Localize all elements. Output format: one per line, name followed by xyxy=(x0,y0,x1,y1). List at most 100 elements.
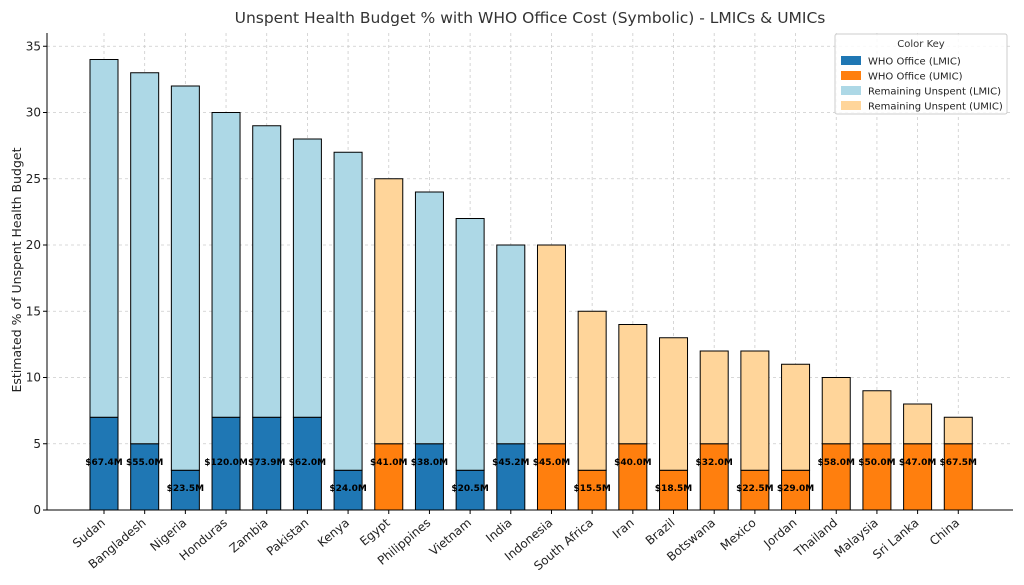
legend-label: WHO Office (UMIC) xyxy=(868,72,963,83)
bar-who-office xyxy=(536,443,566,511)
bar-who-office xyxy=(781,469,811,511)
bar-remaining-unspent xyxy=(292,138,322,418)
x-tick-label: Iran xyxy=(610,516,637,542)
axis-layer: 0 5 10 15 20 25 30 35 xyxy=(26,33,1013,517)
x-tick-label: Sudan xyxy=(70,516,108,551)
bar-who-office xyxy=(659,469,689,511)
bar-who-office xyxy=(170,469,200,511)
bar-remaining-unspent xyxy=(252,125,282,418)
data-label: $24.0M xyxy=(329,484,366,494)
bar-remaining-unspent xyxy=(903,403,933,445)
legend-swatch xyxy=(841,101,861,110)
x-tick-label: India xyxy=(483,516,515,546)
data-label: $41.0M xyxy=(370,458,407,468)
legend-swatch xyxy=(841,86,861,95)
data-label: $47.0M xyxy=(899,458,936,468)
bar-who-office xyxy=(211,416,241,511)
data-label: $55.0M xyxy=(126,458,163,468)
bar-who-office xyxy=(374,443,404,511)
bar-remaining-unspent xyxy=(455,218,485,471)
x-tick-label: Brazil xyxy=(643,516,678,548)
data-label: $18.5M xyxy=(655,484,692,494)
bar-remaining-unspent xyxy=(374,178,404,445)
y-tick-label: 0 xyxy=(33,503,41,517)
bar-remaining-unspent xyxy=(862,390,892,445)
data-label: $22.5M xyxy=(736,484,773,494)
bar-remaining-unspent xyxy=(211,112,241,418)
legend-label: Remaining Unspent (LMIC) xyxy=(868,87,1001,98)
bar-remaining-unspent xyxy=(781,363,811,471)
bar-remaining-unspent xyxy=(536,244,566,445)
data-label: $38.0M xyxy=(411,458,448,468)
y-axis-label: Estimated % of Unspent Health Budget xyxy=(9,147,24,392)
y-tick-label: 10 xyxy=(26,371,41,385)
legend-frame xyxy=(834,33,1008,115)
bar-who-office xyxy=(943,443,973,511)
x-tick-label: China xyxy=(927,516,962,549)
bar-who-office xyxy=(130,443,160,511)
data-label: $23.5M xyxy=(167,484,204,494)
bar-who-office xyxy=(496,443,526,511)
data-label: $45.0M xyxy=(533,458,570,468)
bar-who-office xyxy=(252,416,282,511)
y-tick-label: 30 xyxy=(26,106,41,120)
bar-remaining-unspent xyxy=(740,350,770,471)
data-label: $15.5M xyxy=(573,484,610,494)
x-tick-label: Kenya xyxy=(315,516,352,550)
data-label: $45.2M xyxy=(492,458,529,468)
bar-remaining-unspent xyxy=(943,416,973,445)
data-label: $50.0M xyxy=(858,458,895,468)
x-tick-label: Sri Lanka xyxy=(870,516,921,562)
bar-who-office xyxy=(577,469,607,511)
bar-who-office xyxy=(455,469,485,511)
x-tick-label: Pakistan xyxy=(264,516,311,559)
bar-remaining-unspent xyxy=(414,191,444,445)
legend: Color Key WHO Office (LMIC) WHO Office (U… xyxy=(834,33,1008,115)
data-label: $67.5M xyxy=(940,458,977,468)
bar-remaining-unspent xyxy=(496,244,526,445)
legend-swatch xyxy=(841,71,861,80)
legend-title: Color Key xyxy=(897,39,944,50)
bar-who-office xyxy=(618,443,648,511)
legend-swatch xyxy=(841,56,861,65)
data-label: $20.5M xyxy=(451,484,488,494)
chart-title: Unspent Health Budget % with WHO Office … xyxy=(235,9,826,27)
bar-remaining-unspent xyxy=(577,310,607,471)
x-tick-label: Mexico xyxy=(718,516,759,554)
bar-remaining-unspent xyxy=(699,350,729,445)
y-tick-label: 5 xyxy=(33,437,41,451)
legend-label: WHO Office (LMIC) xyxy=(868,57,961,68)
bar-who-office xyxy=(862,443,892,511)
data-label: $62.0M xyxy=(289,458,326,468)
data-label: $73.9M xyxy=(248,458,285,468)
data-label: $58.0M xyxy=(818,458,855,468)
bars-layer xyxy=(89,59,973,511)
bar-who-office xyxy=(903,443,933,511)
data-label: $67.4M xyxy=(85,458,122,468)
bar-remaining-unspent xyxy=(170,85,200,471)
y-tick-label: 25 xyxy=(26,172,41,186)
x-tick-label: Vietnam xyxy=(427,516,474,559)
bar-who-office xyxy=(89,416,119,511)
legend-label: Remaining Unspent (UMIC) xyxy=(868,102,1003,113)
bar-remaining-unspent xyxy=(821,377,851,445)
legend-entries: WHO Office (LMIC) WHO Office (UMIC) Remain… xyxy=(841,56,1003,113)
bar-who-office xyxy=(414,443,444,511)
bar-who-office xyxy=(699,443,729,511)
y-tick-label: 20 xyxy=(26,238,41,252)
y-tick-label: 15 xyxy=(26,304,41,318)
x-tick-label: Thailand xyxy=(791,516,840,561)
bar-who-office xyxy=(821,443,851,511)
bar-remaining-unspent xyxy=(333,151,363,471)
bar-remaining-unspent xyxy=(89,59,119,418)
bar-remaining-unspent xyxy=(659,337,689,471)
bar-remaining-unspent xyxy=(618,324,648,445)
x-tick-label: Egypt xyxy=(357,515,393,548)
data-label: $29.0M xyxy=(777,484,814,494)
data-label: $120.0M xyxy=(204,458,248,468)
bar-remaining-unspent xyxy=(130,72,160,445)
data-label: $40.0M xyxy=(614,458,651,468)
y-tick-label: 35 xyxy=(26,39,41,53)
bar-who-office xyxy=(292,416,322,511)
